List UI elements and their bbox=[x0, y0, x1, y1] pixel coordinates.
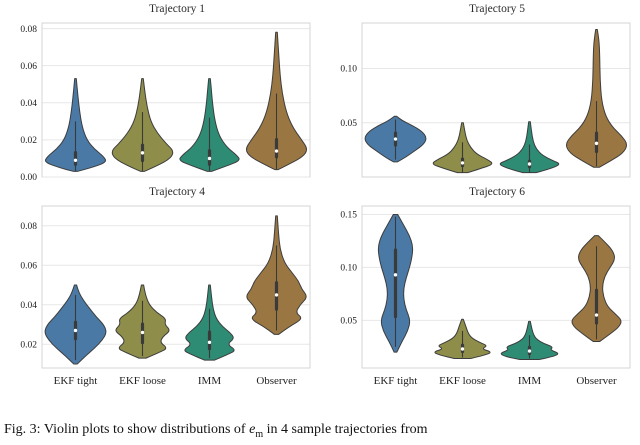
violin-plot-canvas: 0.05 0.10 0.15 EKF tight EKF loose IMM Observe… bbox=[340, 205, 631, 387]
figure-caption: Fig. 3: Violin plots to show distributio… bbox=[2, 420, 638, 444]
y-tick-label: 0.04 bbox=[20, 301, 37, 311]
violin-median-dot bbox=[393, 137, 398, 141]
y-tick-label: 0.05 bbox=[340, 119, 357, 129]
y-tick-label: 0.00 bbox=[20, 173, 37, 183]
x-tick-label-observer: Observer bbox=[256, 375, 297, 387]
violin-median-dot bbox=[527, 162, 532, 166]
subplot-title: Trajectory 1 bbox=[148, 3, 206, 15]
violin-plot-canvas: 0.05 0.10 bbox=[340, 22, 631, 178]
y-tick-label: 0.10 bbox=[340, 65, 357, 75]
x-tick-label-imm: IMM bbox=[198, 375, 221, 387]
violin-observer bbox=[566, 29, 627, 168]
subplot-trajectory-4: Trajectory 4 0.02 0.04 0.06 0.08 EKF tight EK… bbox=[2, 185, 318, 392]
violin-median-dot bbox=[594, 313, 599, 317]
violin-median-dot bbox=[393, 273, 398, 277]
y-tick-label: 0.05 bbox=[340, 317, 357, 327]
violin-median-dot bbox=[460, 161, 465, 165]
caption-suffix: in 4 sample trajectories from bbox=[263, 422, 428, 437]
y-tick-label: 0.06 bbox=[20, 62, 37, 72]
y-tick-label: 0.15 bbox=[340, 211, 357, 221]
y-tick-label: 0.02 bbox=[20, 136, 37, 146]
y-tick-label: 0.10 bbox=[340, 264, 357, 274]
x-tick-label-imm: IMM bbox=[518, 375, 541, 387]
x-tick-label-observer: Observer bbox=[576, 375, 617, 387]
violin-box bbox=[594, 288, 599, 325]
violin-box bbox=[274, 138, 279, 159]
x-tick-label-ekf-tight: EKF tight bbox=[54, 375, 98, 387]
violin-median-dot bbox=[274, 293, 279, 297]
violin-median-dot bbox=[207, 340, 212, 345]
violin-box bbox=[207, 330, 212, 351]
x-tick-label-ekf-loose: EKF loose bbox=[439, 375, 486, 387]
violin-median-dot bbox=[207, 156, 212, 161]
caption-variable: e bbox=[249, 422, 256, 437]
caption-subscript: m bbox=[255, 428, 264, 440]
subplot-title: Trajectory 5 bbox=[468, 3, 526, 15]
caption-prefix: Fig. 3: Violin plots to show distributio… bbox=[4, 422, 250, 437]
violin-median-dot bbox=[73, 328, 78, 333]
violin-plot-canvas: 0.02 0.04 0.06 0.08 EKF tight EKF loose IMM Obs… bbox=[20, 205, 311, 387]
subplot-trajectory-6: Trajectory 6 0.05 0.10 0.15 EKF tight EKF lo… bbox=[322, 185, 638, 392]
violin-median-dot bbox=[140, 330, 145, 335]
y-tick-label: 0.04 bbox=[20, 99, 37, 109]
x-tick-label-ekf-tight: EKF tight bbox=[374, 375, 418, 387]
x-tick-label-ekf-loose: EKF loose bbox=[119, 375, 166, 387]
y-tick-label: 0.02 bbox=[20, 340, 37, 350]
subplot-trajectory-1: Trajectory 1 0.00 0.02 0.04 0.06 0.08 bbox=[2, 2, 318, 185]
violin-median-dot bbox=[527, 349, 532, 353]
y-tick-label: 0.06 bbox=[20, 261, 37, 271]
violin-grid: Trajectory 1 0.00 0.02 0.04 0.06 0.08 Trajec… bbox=[2, 2, 638, 392]
y-tick-label: 0.08 bbox=[20, 222, 37, 232]
violin-box bbox=[393, 248, 398, 319]
violin-median-dot bbox=[140, 151, 145, 155]
subplot-title: Trajectory 4 bbox=[148, 186, 206, 198]
violin-median-dot bbox=[73, 158, 78, 162]
subplot-trajectory-5: Trajectory 5 0.05 0.10 bbox=[322, 2, 638, 185]
violin-plot-canvas: 0.00 0.02 0.04 0.06 0.08 bbox=[20, 22, 311, 183]
violin-median-dot bbox=[274, 149, 279, 153]
violin-box bbox=[73, 151, 78, 166]
violin-median-dot bbox=[460, 347, 465, 351]
subplot-title: Trajectory 6 bbox=[468, 186, 526, 198]
y-tick-label: 0.08 bbox=[20, 25, 37, 35]
violin-median-dot bbox=[594, 141, 599, 146]
